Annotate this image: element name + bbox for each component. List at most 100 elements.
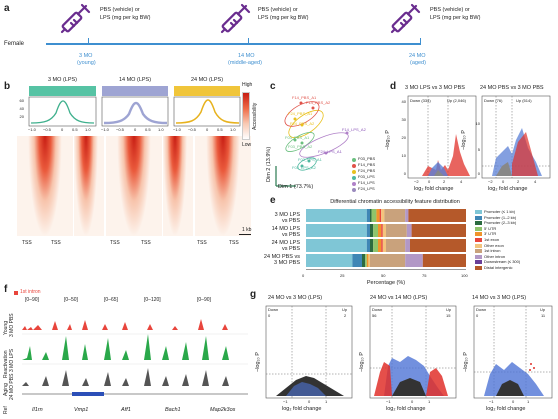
- pca-label: F03_LPS_A2: [292, 165, 316, 170]
- bar-xtick: 100: [461, 273, 468, 278]
- profile-3mo: [30, 100, 95, 124]
- volcano-g2: [369, 305, 457, 399]
- bar-xtick: 25: [340, 273, 345, 278]
- profile-xtick: 0.5: [217, 127, 223, 132]
- volcano-g-up-n: 11: [541, 313, 546, 318]
- bar-segment: [373, 239, 378, 252]
- row-label: Ref: [3, 406, 9, 414]
- track-scale: [0–50]: [64, 297, 78, 303]
- volcano-g-title: 24 MO vs 3 MO (LPS): [268, 295, 323, 301]
- profile-frame: [101, 96, 169, 127]
- volcano-xtick: 4: [460, 179, 463, 184]
- legend-swatch: [475, 238, 482, 242]
- panel-g-letter: g: [250, 289, 257, 300]
- row-label: 24 MO LPS vs PBS: [271, 240, 300, 252]
- bar-segment: [379, 209, 382, 222]
- t24-label: 24 MO: [409, 53, 426, 59]
- row-label: 24 MO PBS vs 3 MO PBS: [263, 254, 300, 266]
- volcano-ylabel: −log₁₀ P: [461, 130, 467, 150]
- gene-name: Bach1: [165, 407, 181, 413]
- volcano-g-down-n: 56: [372, 313, 377, 318]
- profile-xtick: 0.5: [72, 127, 78, 132]
- track-scale: [0–120]: [144, 297, 161, 303]
- pca-label: F24_PBS_A1: [288, 111, 313, 116]
- volcano-g-up-n: 2: [344, 313, 347, 318]
- pca-label: F24_LPS_A1: [318, 149, 342, 154]
- legend-swatch: [475, 260, 482, 265]
- row-label: 3 MO PBS: [9, 313, 15, 337]
- bar-segment: [406, 224, 412, 237]
- legend-swatch: [475, 254, 482, 259]
- inj1-line1: PBS (vehicle) or: [100, 7, 140, 13]
- panel-f-letter: f: [4, 284, 8, 295]
- bar-segment: [405, 254, 423, 267]
- legend-label: Distal intergenic: [484, 265, 513, 270]
- profile-xtick: 0: [61, 127, 64, 132]
- panel-b-letter: b: [4, 81, 11, 92]
- bar-segment: [370, 209, 372, 222]
- bar-segment: [362, 254, 366, 267]
- legend-dot: [352, 176, 356, 180]
- syringe-icon: [60, 3, 91, 34]
- tss-label: TSS: [141, 240, 151, 246]
- volcano-xtick: 0: [428, 179, 431, 184]
- group-title-24mo: 24 MO (LPS): [190, 77, 224, 83]
- pca-label: F14_PBS_A2: [306, 100, 331, 105]
- legend-swatch: [475, 210, 482, 214]
- t3-label: 3 MO: [79, 53, 93, 59]
- row-label: 3 MO LPS: [9, 348, 15, 372]
- row-label: 24 MO PBS: [9, 373, 15, 400]
- tick-24mo: [420, 38, 421, 45]
- ellipse-03-lps: [297, 157, 317, 171]
- volcano-left: [407, 95, 477, 179]
- volcano-g-ylabel: −log₁₀ P: [463, 352, 469, 372]
- gene-name: Map2k3os: [210, 407, 236, 413]
- timeline-axis: [46, 43, 421, 45]
- profile-ytick: 20: [19, 114, 24, 119]
- scale-label: 1 kb: [242, 227, 252, 233]
- track-legend: 1st intron: [20, 289, 41, 295]
- volcano-ytick: 5: [477, 147, 480, 152]
- pca-legend-item: F14_LPS: [358, 180, 375, 185]
- tss-label: TSS: [197, 240, 207, 246]
- legend-accessibility: Accessibility: [252, 102, 258, 130]
- stacked-bar-plot: [306, 209, 466, 270]
- genome-tracks: [22, 319, 248, 396]
- heatmap-14mo-b: [163, 136, 193, 236]
- track-scale: [0–90]: [25, 297, 39, 303]
- legend-label: 1st exon: [484, 237, 500, 242]
- volcano-g-xtick: −1: [489, 399, 494, 404]
- volcano-right: [481, 95, 551, 179]
- heatmap-3mo-b: [74, 136, 104, 236]
- legend-label: 3′ UTR: [484, 231, 497, 237]
- profile-xtick: 1.0: [230, 127, 236, 132]
- row-label: 14 MO LPS vs PBS: [271, 226, 300, 238]
- pca-label: F14_PBS_A1: [292, 95, 317, 100]
- profile-xtick: −1.0: [28, 127, 36, 132]
- bar-segment: [405, 239, 410, 252]
- inj3-line1: PBS (vehicle) or: [430, 7, 470, 13]
- volcano-ytick: 30: [401, 117, 406, 122]
- volcano-g-ylabel: −log₁₀ P: [255, 352, 261, 372]
- bar-xtick: 50: [381, 273, 386, 278]
- ellipse-24mo-pbs: [288, 109, 324, 139]
- volcano-g1: [265, 305, 353, 399]
- pca-label: F03_PBS_A1: [285, 135, 310, 140]
- profile-xtick: −1.0: [101, 127, 109, 132]
- legend-label: Other intron: [484, 253, 506, 259]
- volcano-xlabel: log₂ fold change: [414, 186, 454, 192]
- volcano-right-title: 24 MO PBS vs 3 MO PBS: [480, 85, 544, 91]
- legend-dot: [352, 158, 356, 162]
- volcano-g-down: Down: [372, 307, 383, 312]
- legend-swatch: [475, 215, 482, 220]
- profile-frame: [28, 96, 97, 127]
- legend-label: Promoter (2–3 kb): [484, 220, 517, 226]
- bar-segment: [370, 224, 374, 237]
- t14-label: 14 MO: [238, 53, 255, 59]
- dim1-label: Dim 1 (73.7%): [278, 184, 314, 190]
- bar-segment: [378, 224, 382, 237]
- bar-segment: [422, 254, 466, 267]
- heatmap-14mo-a: [106, 136, 162, 236]
- volcano-ytick: 40: [401, 99, 406, 104]
- tss-label: TSS: [110, 240, 120, 246]
